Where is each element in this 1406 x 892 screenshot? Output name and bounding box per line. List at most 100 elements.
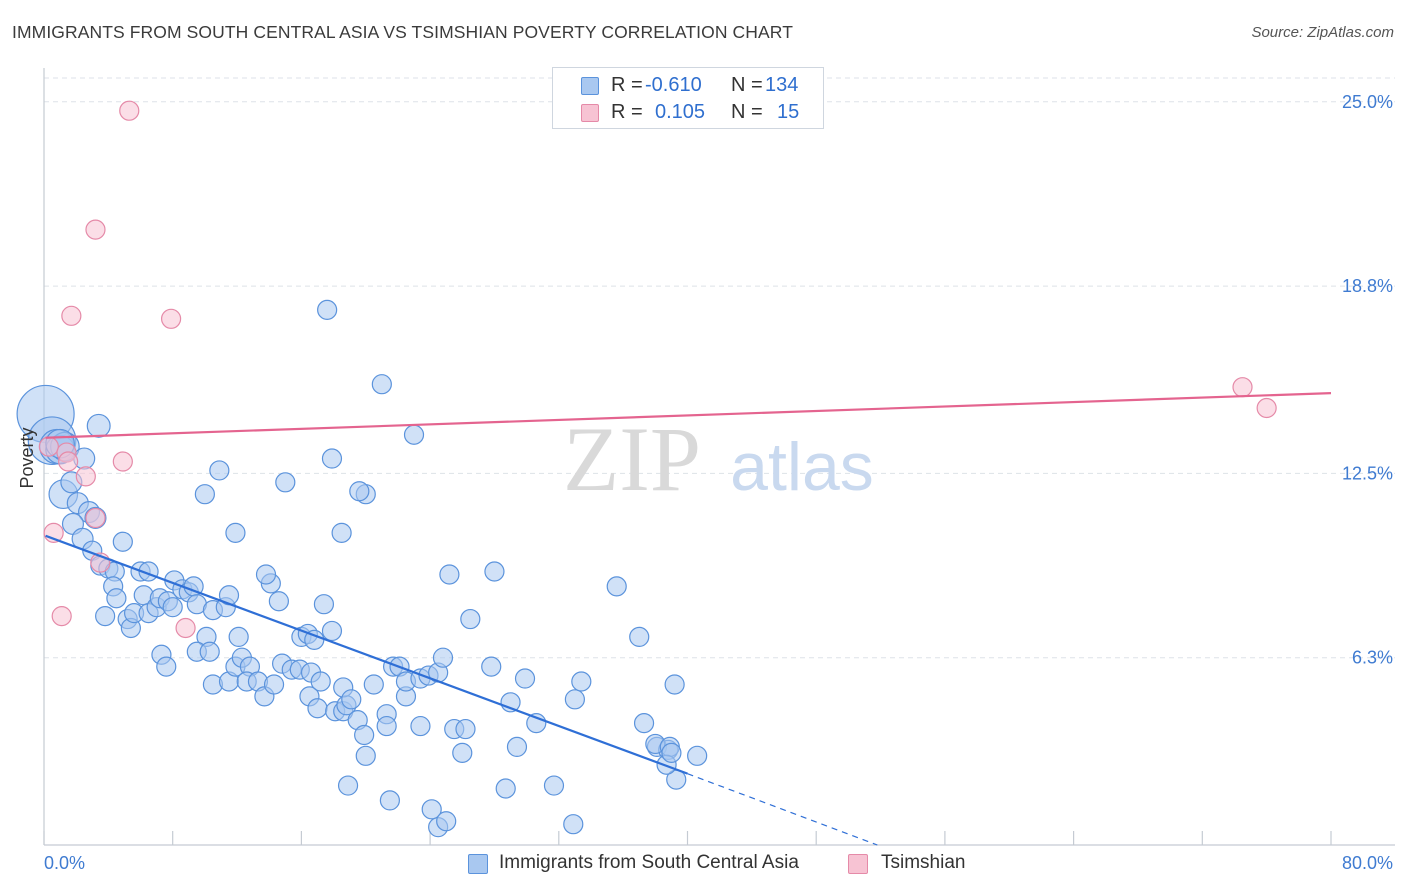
x-tick-labels: 0.0% 80.0% <box>44 853 1393 873</box>
pink-data-point <box>175 617 196 639</box>
bottom-legend-label-pink: Tsimshian <box>881 852 966 873</box>
blue-data-point <box>495 778 516 799</box>
pink-data-point <box>85 507 106 529</box>
blue-data-point <box>337 775 359 796</box>
series-pink-points <box>38 100 1277 639</box>
blue-data-point <box>95 605 116 627</box>
pink-data-point <box>85 219 106 240</box>
pink-data-point <box>61 305 82 326</box>
blue-data-point <box>313 594 335 615</box>
bottom-legend-swatch-pink <box>848 854 868 874</box>
blue-data-point <box>661 742 682 763</box>
blue-data-point <box>209 460 230 481</box>
blue-trend-line <box>45 534 688 775</box>
blue-data-point <box>317 299 338 320</box>
blue-data-point <box>310 671 331 692</box>
blue-data-point <box>481 656 502 677</box>
blue-data-point <box>349 481 370 502</box>
blue-data-point <box>421 799 442 820</box>
legend-n-label: N = <box>731 101 763 123</box>
blue-data-point <box>571 671 592 692</box>
blue-data-point <box>410 715 431 737</box>
blue-data-point <box>162 597 183 618</box>
blue-data-point <box>275 472 296 493</box>
blue-data-point <box>199 641 220 662</box>
blue-data-point <box>341 689 362 710</box>
legend-swatch-blue <box>581 77 599 95</box>
blue-data-point <box>439 564 460 585</box>
x-tick-label: 80.0% <box>1342 853 1393 873</box>
series-blue-points <box>16 299 708 838</box>
pink-data-point <box>1232 377 1253 398</box>
blue-data-point <box>514 668 536 689</box>
blue-data-point <box>633 713 655 734</box>
pink-data-point <box>38 436 59 457</box>
legend-n-value: 134 <box>765 74 799 96</box>
pink-data-point <box>75 466 96 487</box>
blue-data-point <box>460 608 481 630</box>
blue-data-point <box>156 656 177 677</box>
y-tick-label: 6.3% <box>1352 648 1393 668</box>
blue-data-point <box>331 522 352 543</box>
blue-data-point <box>452 742 473 763</box>
blue-data-point <box>687 745 708 766</box>
y-tick-label: 25.0% <box>1342 92 1393 112</box>
blue-data-point <box>455 718 476 740</box>
blue-data-point <box>432 647 454 668</box>
blue-data-point <box>355 745 376 766</box>
blue-data-point <box>371 374 392 395</box>
blue-data-point <box>376 715 397 737</box>
legend-n-value: 15 <box>777 101 800 123</box>
blue-data-point <box>194 484 215 505</box>
blue-data-point <box>321 620 343 642</box>
blue-data-point <box>363 674 384 695</box>
blue-trend-extension <box>687 773 878 846</box>
blue-data-point <box>321 448 343 469</box>
source-label: Source: ZipAtlas.com <box>1251 24 1394 41</box>
blue-data-point <box>379 790 400 811</box>
axes <box>43 68 1395 846</box>
blue-data-point <box>228 626 249 647</box>
bottom-legend-label-blue: Immigrants from South Central Asia <box>499 852 799 873</box>
blue-data-point <box>484 561 505 582</box>
blue-data-point <box>106 588 127 609</box>
blue-data-point <box>436 811 457 832</box>
legend-r-label: R = <box>611 74 643 96</box>
pink-data-point <box>112 451 133 472</box>
chart-title: IMMIGRANTS FROM SOUTH CENTRAL ASIA VS TS… <box>12 22 793 42</box>
y-axis-label: Poverty <box>17 427 37 488</box>
blue-data-point <box>225 522 246 543</box>
blue-data-point <box>86 413 111 438</box>
legend-swatch-pink <box>581 104 599 122</box>
blue-data-point <box>255 564 277 585</box>
blue-data-point <box>263 674 285 695</box>
blue-data-point <box>403 424 425 445</box>
y-tick-label: 12.5% <box>1342 463 1393 483</box>
blue-data-point <box>506 736 528 757</box>
blue-data-point <box>629 626 650 647</box>
blue-data-point <box>268 591 289 612</box>
legend-r-label: R = <box>611 101 643 123</box>
grid-lines <box>44 77 1395 659</box>
legend-r-value: -0.610 <box>645 74 702 96</box>
pink-data-point <box>1256 397 1277 419</box>
pink-trend-line <box>45 392 1332 439</box>
pink-data-point <box>160 308 182 329</box>
correlation-legend: R = -0.610 N = 134 R = 0.105 N = 15 <box>552 67 824 129</box>
pink-data-point <box>51 605 72 627</box>
legend-r-value: 0.105 <box>655 101 706 123</box>
pink-data-point <box>58 451 79 472</box>
blue-data-point <box>354 724 375 746</box>
blue-data-point <box>564 689 585 710</box>
blue-data-point <box>606 576 627 597</box>
blue-data-point <box>664 674 685 695</box>
legend-n-label: N = <box>731 74 763 96</box>
watermark-atlas: atlas <box>730 429 874 505</box>
bottom-legend-swatch-blue <box>468 854 488 874</box>
trend-lines <box>45 392 1332 846</box>
blue-data-point <box>307 698 328 719</box>
blue-data-point <box>563 814 584 835</box>
y-tick-label: 18.8% <box>1342 276 1393 296</box>
blue-data-point <box>112 531 133 552</box>
